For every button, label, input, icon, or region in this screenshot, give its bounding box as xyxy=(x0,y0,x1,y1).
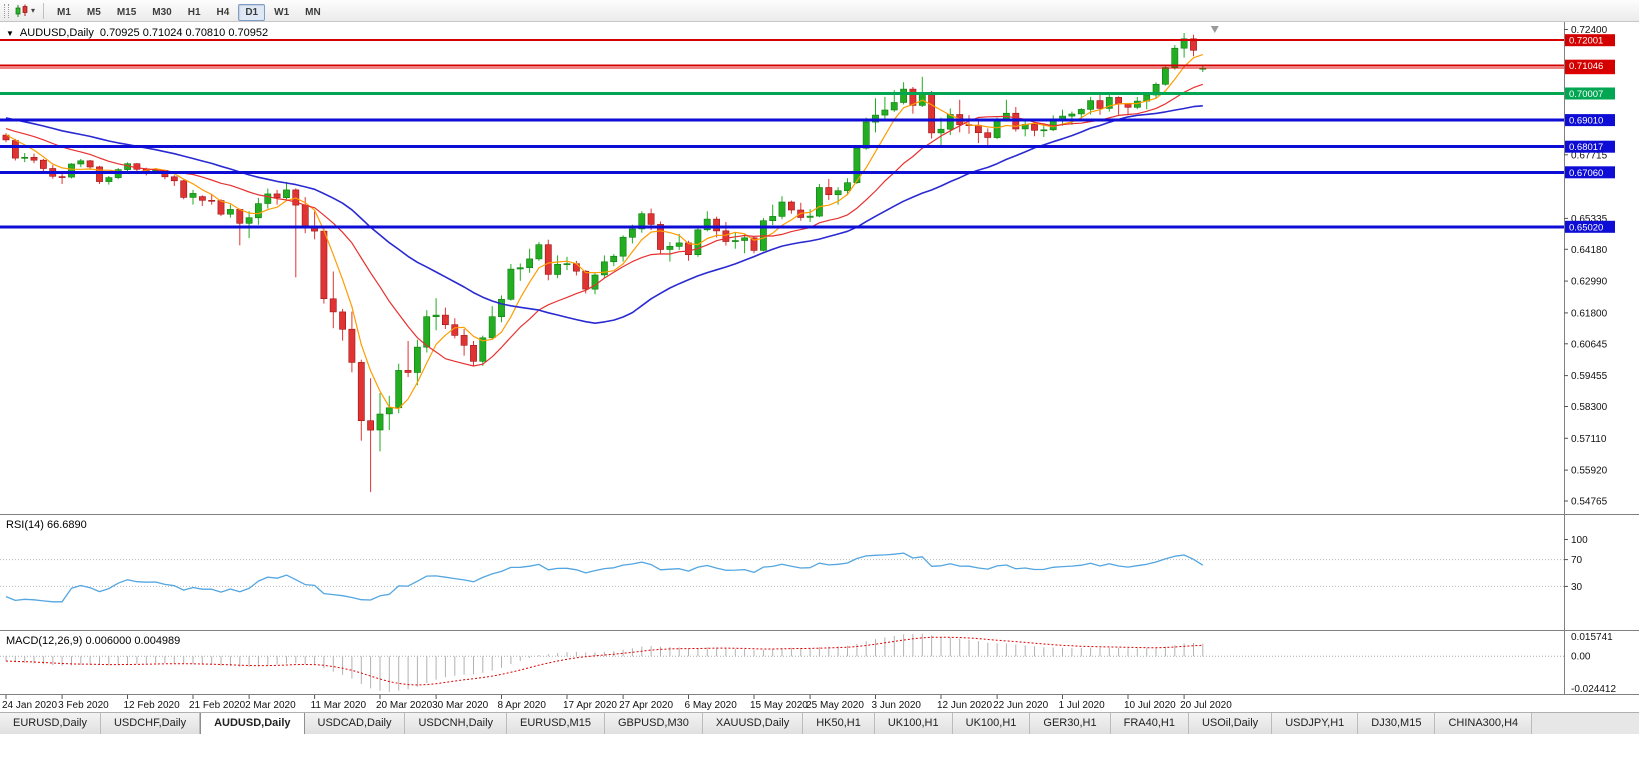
svg-text:0.55920: 0.55920 xyxy=(1571,466,1608,477)
rsi-pane xyxy=(0,552,1564,603)
chart-tab-hk50-h1[interactable]: HK50,H1 xyxy=(803,713,875,734)
svg-text:0.65335: 0.65335 xyxy=(1571,214,1608,225)
svg-text:12 Feb 2020: 12 Feb 2020 xyxy=(124,700,181,711)
svg-text:0.61800: 0.61800 xyxy=(1571,308,1608,319)
svg-text:3 Feb 2020: 3 Feb 2020 xyxy=(58,700,109,711)
svg-text:0.70007: 0.70007 xyxy=(1569,89,1603,100)
svg-text:0.64180: 0.64180 xyxy=(1571,245,1608,256)
svg-text:0.57110: 0.57110 xyxy=(1571,434,1607,445)
rsi-indicator-label: RSI(14) 66.6890 xyxy=(6,519,87,531)
svg-text:0.58300: 0.58300 xyxy=(1571,402,1608,413)
svg-text:20 Jul 2020: 20 Jul 2020 xyxy=(1180,700,1232,711)
svg-text:70: 70 xyxy=(1571,555,1583,566)
svg-text:11 Mar 2020: 11 Mar 2020 xyxy=(311,700,367,711)
chart-tab-gbpusd-m30[interactable]: GBPUSD,M30 xyxy=(604,713,703,734)
chart-tab-usoil-daily[interactable]: USOil,Daily xyxy=(1188,713,1273,734)
pane-separators[interactable] xyxy=(0,22,1639,695)
timeframe-toolbar: ▾ M1 M5 M15 M30 H1 H4 D1 W1 MN xyxy=(0,0,1639,22)
svg-text:100: 100 xyxy=(1571,535,1588,546)
svg-text:0.60645: 0.60645 xyxy=(1571,339,1608,350)
toolbar-overflow-caret[interactable]: ▾ xyxy=(31,6,36,15)
svg-text:30: 30 xyxy=(1571,582,1583,593)
svg-text:2 Mar 2020: 2 Mar 2020 xyxy=(245,700,296,711)
svg-text:6 May 2020: 6 May 2020 xyxy=(685,700,738,711)
chart-tab-fra40-h1[interactable]: FRA40,H1 xyxy=(1110,713,1189,734)
tf-button-h1[interactable]: H1 xyxy=(187,6,201,18)
chart-tab-dj30-m15[interactable]: DJ30,M15 xyxy=(1358,713,1436,734)
last-bar-marker xyxy=(1210,26,1219,33)
svg-text:0.65020: 0.65020 xyxy=(1569,222,1603,233)
chart-tab-audusd-daily[interactable]: AUDUSD,Daily xyxy=(200,713,305,734)
tf-button-mn[interactable]: MN xyxy=(305,6,321,18)
svg-text:22 Jun 2020: 22 Jun 2020 xyxy=(993,700,1048,711)
candles-layer xyxy=(2,33,1207,493)
chart-tab-usdchf-daily[interactable]: USDCHF,Daily xyxy=(100,713,201,734)
time-axis[interactable]: 24 Jan 2020 3 Feb 2020 12 Feb 2020 21 Feb 2… xyxy=(2,695,1232,711)
svg-text:21 Feb 2020: 21 Feb 2020 xyxy=(189,700,246,711)
chart-window[interactable]: 0.72400 0.67715 0.65335 0.64180 0.62990 0.618… xyxy=(0,22,1639,712)
svg-text:25 May 2020: 25 May 2020 xyxy=(806,700,864,711)
svg-text:3 Jun 2020: 3 Jun 2020 xyxy=(872,700,922,711)
chart-tab-ger30-h1[interactable]: GER30,H1 xyxy=(1030,713,1111,734)
svg-text:17 Apr 2020: 17 Apr 2020 xyxy=(563,700,617,711)
chart-tab-usdjpy-h1[interactable]: USDJPY,H1 xyxy=(1272,713,1359,734)
svg-text:0.59455: 0.59455 xyxy=(1571,371,1608,382)
svg-text:27 Apr 2020: 27 Apr 2020 xyxy=(619,700,673,711)
chart-symbol-period: AUDUSD,Daily xyxy=(19,27,94,39)
chart-tab-eurusd-daily[interactable]: EURUSD,Daily xyxy=(0,713,101,734)
macd-pane xyxy=(0,633,1564,692)
chart-tab-xauusd-daily[interactable]: XAUUSD,Daily xyxy=(702,713,804,734)
candlestick-chart-icon[interactable] xyxy=(13,3,31,19)
svg-text:8 Apr 2020: 8 Apr 2020 xyxy=(498,700,547,711)
tf-button-w1[interactable]: W1 xyxy=(274,6,290,18)
chart-canvas[interactable]: 0.72400 0.67715 0.65335 0.64180 0.62990 0.618… xyxy=(0,22,1639,712)
tf-button-m30[interactable]: M30 xyxy=(152,6,172,18)
svg-text:24 Jan 2020: 24 Jan 2020 xyxy=(2,700,57,711)
chart-title: ▼ AUDUSD,Daily 0.70925 0.71024 0.70810 0… xyxy=(6,27,268,39)
svg-text:0.67060: 0.67060 xyxy=(1569,168,1603,179)
chart-ohlc-values: 0.70925 0.71024 0.70810 0.70952 xyxy=(99,27,269,39)
tf-button-m1[interactable]: M1 xyxy=(57,6,71,18)
svg-text:10 Jul 2020: 10 Jul 2020 xyxy=(1124,700,1176,711)
svg-text:0.71046: 0.71046 xyxy=(1569,61,1603,72)
svg-text:-0.024412: -0.024412 xyxy=(1571,684,1616,695)
svg-text:0.72400: 0.72400 xyxy=(1571,25,1608,36)
chart-dropdown-icon[interactable]: ▼ xyxy=(6,28,14,38)
moving-average-lines xyxy=(5,54,1204,410)
chart-tab-eurusd-m15[interactable]: EURUSD,M15 xyxy=(507,713,605,734)
macd-indicator-label: MACD(12,26,9) 0.006000 0.004989 xyxy=(6,635,181,647)
indicator-axis-labels: 100 70 30 0.015741 0.00 -0.024412 xyxy=(1564,535,1616,695)
chart-tab-usdcnh-daily[interactable]: USDCNH,Daily xyxy=(405,713,508,734)
timeframe-buttons: M1 M5 M15 M30 H1 H4 D1 W1 MN xyxy=(49,2,329,21)
mt4-window: ▾ M1 M5 M15 M30 H1 H4 D1 W1 MN 0.72400 0.67715 0.6… xyxy=(0,0,1639,734)
toolbar-separator xyxy=(43,2,45,19)
chart-tab-uk100-h1[interactable]: UK100,H1 xyxy=(952,713,1031,734)
svg-text:12 Jun 2020: 12 Jun 2020 xyxy=(937,700,992,711)
chart-tab-usdcad-daily[interactable]: USDCAD,Daily xyxy=(304,713,406,734)
tf-button-m5[interactable]: M5 xyxy=(86,6,101,18)
svg-text:0.72001: 0.72001 xyxy=(1569,36,1603,47)
chart-tab-china300-h4[interactable]: CHINA300,H4 xyxy=(1435,713,1533,734)
svg-text:15 May 2020: 15 May 2020 xyxy=(750,700,808,711)
svg-text:0.00: 0.00 xyxy=(1571,651,1591,662)
svg-text:0.68017: 0.68017 xyxy=(1569,142,1603,153)
tf-button-d1[interactable]: D1 xyxy=(238,3,266,21)
svg-text:30 Mar 2020: 30 Mar 2020 xyxy=(432,700,489,711)
chart-tab-uk100-h1[interactable]: UK100,H1 xyxy=(874,713,953,734)
candlestick-glyph xyxy=(15,4,28,17)
horizontal-levels[interactable] xyxy=(0,39,1564,229)
chart-tab-bar: EURUSD,Daily USDCHF,Daily AUDUSD,Daily USDC… xyxy=(0,712,1639,734)
svg-text:0.015741: 0.015741 xyxy=(1571,632,1613,643)
svg-text:0.67715: 0.67715 xyxy=(1571,150,1608,161)
svg-text:0.54765: 0.54765 xyxy=(1571,497,1608,508)
svg-text:20 Mar 2020: 20 Mar 2020 xyxy=(376,700,433,711)
price-axis[interactable]: 0.72400 0.67715 0.65335 0.64180 0.62990 0.618… xyxy=(1564,25,1615,508)
toolbar-grip[interactable] xyxy=(4,3,9,18)
tf-button-m15[interactable]: M15 xyxy=(116,6,137,18)
svg-text:0.62990: 0.62990 xyxy=(1571,277,1608,288)
tf-button-h4[interactable]: H4 xyxy=(216,6,230,18)
svg-text:1 Jul 2020: 1 Jul 2020 xyxy=(1059,700,1106,711)
svg-text:0.69010: 0.69010 xyxy=(1569,116,1603,127)
